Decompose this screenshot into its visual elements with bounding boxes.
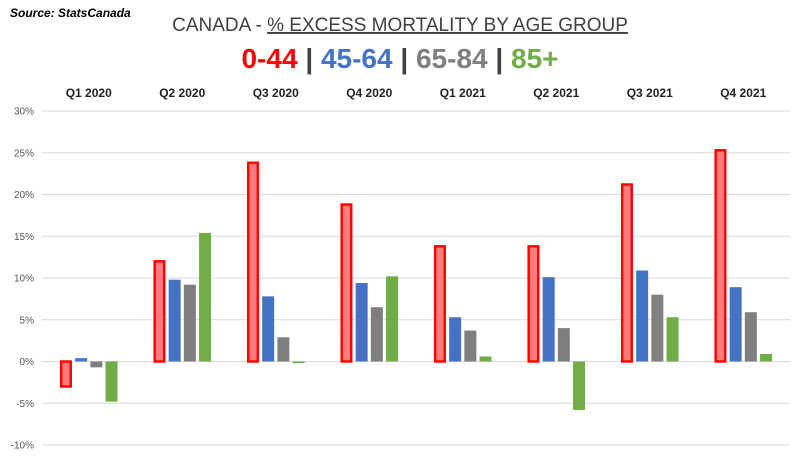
- bar-45-64-Q4-2021: [729, 287, 742, 362]
- bar-85-plus-Q2-2020: [199, 232, 212, 362]
- y-tick-label: 10%: [14, 274, 34, 285]
- legend-separator: |: [400, 43, 408, 74]
- legend-item-0-44: 0-44: [241, 43, 297, 74]
- category-label: Q2 2020: [159, 86, 205, 100]
- y-tick-label: -5%: [16, 399, 34, 410]
- bar-45-64-Q3-2021: [636, 270, 649, 362]
- bar-85-plus-Q1-2021: [479, 356, 492, 362]
- bar-65-84-Q2-2021: [557, 328, 570, 362]
- bar-65-84-Q4-2021: [744, 312, 757, 362]
- source-label: Source: StatsCanada: [10, 6, 131, 20]
- y-tick-label: 25%: [14, 148, 34, 159]
- bar-45-64-Q2-2020: [168, 279, 181, 362]
- bar-65-84-Q3-2020: [277, 337, 290, 362]
- bar-85-plus-Q4-2020: [386, 276, 399, 362]
- bar-65-84-Q4-2020: [370, 307, 383, 362]
- bar-45-64-Q3-2020: [262, 296, 275, 362]
- y-tick-label: 5%: [20, 315, 35, 326]
- bar-65-84-Q2-2020: [183, 284, 196, 362]
- category-label: Q1 2020: [66, 86, 112, 100]
- bar-45-64-Q4-2020: [355, 283, 368, 362]
- title-prefix: CANADA -: [172, 15, 267, 36]
- legend-item-65-84: 65-84: [416, 43, 488, 74]
- bar-85-plus-Q3-2020: [292, 361, 305, 364]
- bar-0-44-Q4-2020: [340, 203, 353, 363]
- legend-item-45-64: 45-64: [321, 43, 393, 74]
- y-tick-label: -10%: [11, 441, 34, 452]
- category-label: Q2 2021: [533, 86, 579, 100]
- chart-title: CANADA - % EXCESS MORTALITY BY AGE GROUP: [172, 15, 628, 36]
- bar-65-84-Q1-2020: [90, 361, 103, 368]
- bar-45-64-Q1-2020: [75, 358, 88, 362]
- category-label: Q4 2020: [346, 86, 392, 100]
- category-label: Q4 2021: [720, 86, 766, 100]
- legend-separator: |: [305, 43, 313, 74]
- bar-0-44-Q2-2021: [527, 245, 540, 363]
- bar-85-plus-Q2-2021: [573, 361, 586, 410]
- category-label: Q3 2020: [253, 86, 299, 100]
- category-label: Q3 2021: [627, 86, 673, 100]
- bar-65-84-Q1-2021: [464, 330, 477, 362]
- bar-0-44-Q4-2021: [714, 149, 727, 363]
- bar-0-44-Q1-2021: [433, 245, 446, 363]
- bar-65-84-Q3-2021: [651, 294, 664, 362]
- category-labels: Q1 2020 Q2 2020 Q3 2020 Q4 2020 Q1 2021 Q2 20…: [66, 86, 767, 100]
- bar-85-plus-Q3-2021: [666, 317, 679, 362]
- y-tick-label: 20%: [14, 190, 34, 201]
- legend: 0-44 | 45-64 | 65-84 | 85+: [241, 43, 558, 74]
- bar-0-44-Q3-2021: [620, 183, 633, 363]
- bar-45-64-Q2-2021: [542, 277, 555, 362]
- bar-0-44-Q2-2020: [153, 260, 166, 363]
- y-tick-label: 30%: [14, 107, 34, 118]
- legend-item-85-plus: 85+: [511, 43, 559, 74]
- gridlines: [42, 110, 790, 446]
- bar-85-plus-Q1-2020: [105, 361, 118, 402]
- bar-45-64-Q1-2021: [449, 317, 462, 362]
- legend-separator: |: [495, 43, 503, 74]
- y-tick-label: 15%: [14, 232, 34, 243]
- bars: [59, 149, 773, 410]
- title-main: % EXCESS MORTALITY BY AGE GROUP: [267, 15, 628, 36]
- bar-0-44-Q3-2020: [246, 161, 259, 363]
- y-tick-label: 0%: [20, 357, 35, 368]
- category-label: Q1 2021: [440, 86, 486, 100]
- bar-0-44-Q1-2020: [59, 360, 72, 388]
- y-axis-ticks: 30% 25% 20% 15% 10% 5% 0% -5% -10%: [11, 107, 34, 452]
- bar-85-plus-Q4-2021: [760, 353, 773, 362]
